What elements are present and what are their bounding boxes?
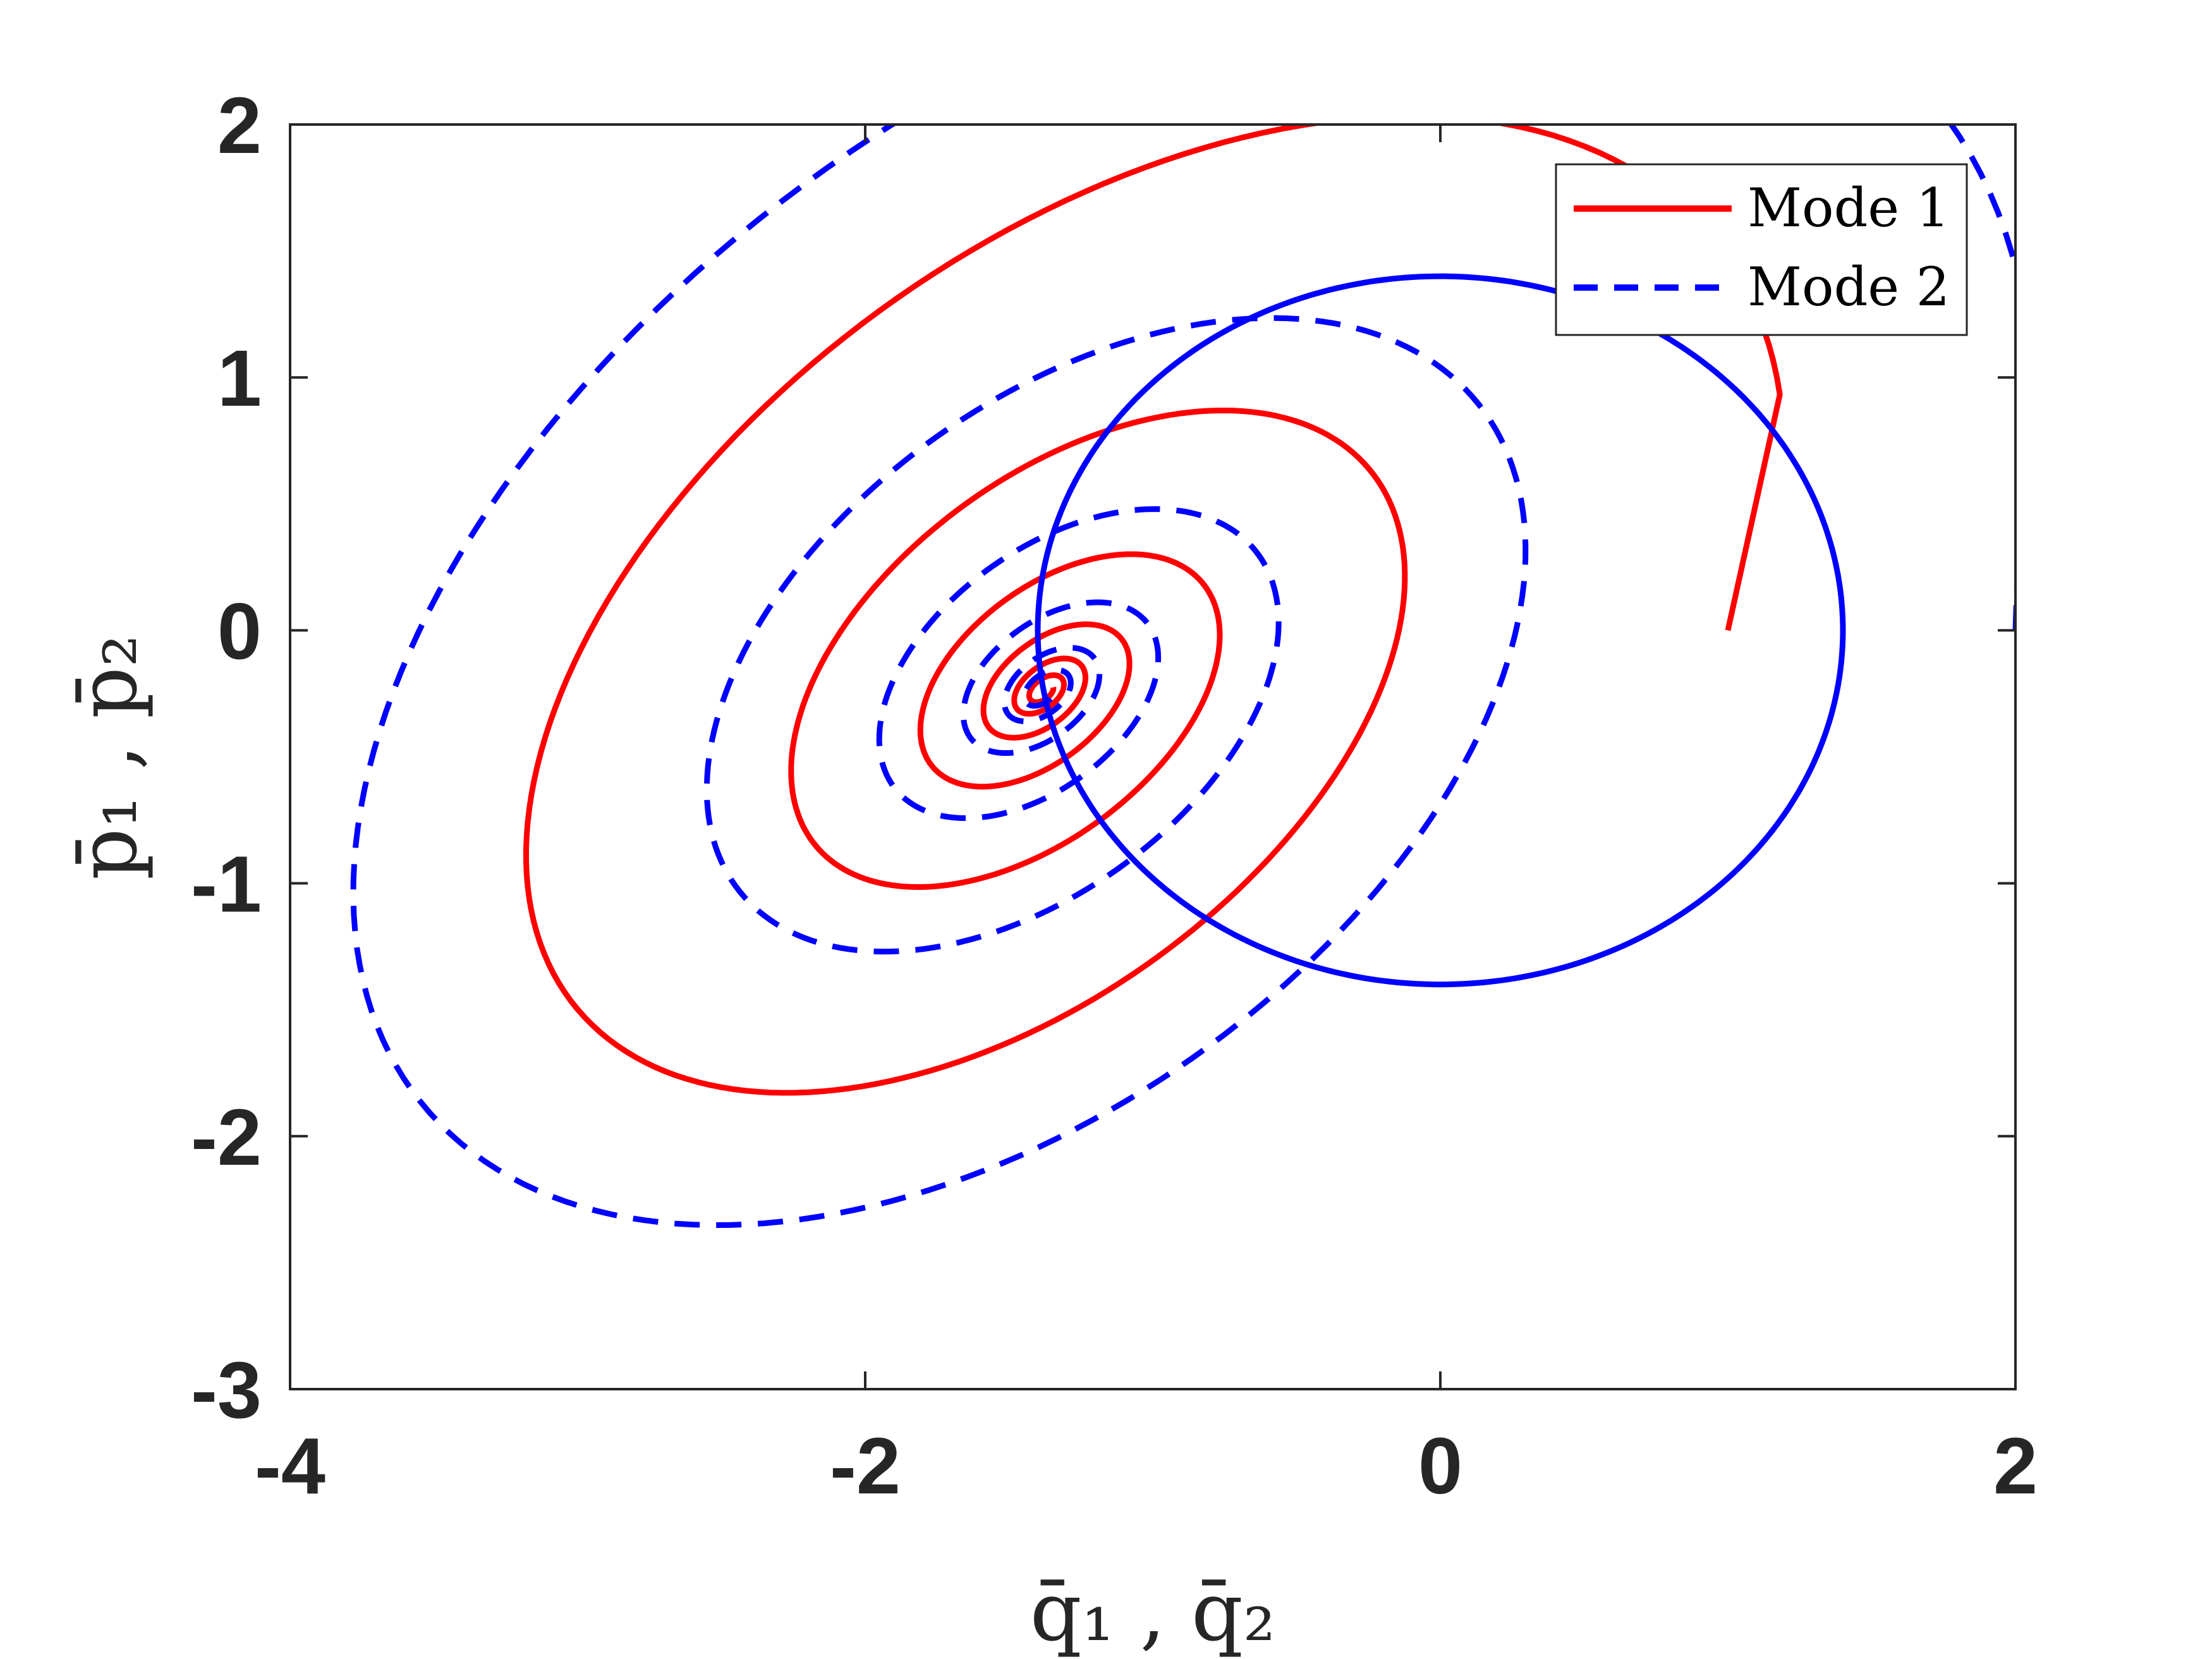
x-tick-label: 0 xyxy=(1418,1421,1462,1510)
y-tick-label: 1 xyxy=(217,334,262,423)
x-tick-label: -4 xyxy=(255,1421,325,1510)
legend: Mode 1 Mode 2 xyxy=(1555,163,1968,336)
x-tick-label: -2 xyxy=(830,1421,901,1510)
y-tick-label: 0 xyxy=(217,586,262,676)
legend-label-mode-1: Mode 1 xyxy=(1747,177,1950,239)
axes-box xyxy=(289,123,2017,1390)
x-axis-title: q̄₁ , q̄₂ xyxy=(1030,1565,1276,1659)
y-tick-label: 2 xyxy=(217,81,262,170)
legend-box xyxy=(1555,163,1968,336)
y-axis-title: p̄₁ , p̄₂ xyxy=(61,635,155,880)
series-mode-1-line xyxy=(523,125,1783,1096)
series-mode-2-line xyxy=(350,125,2015,1229)
legend-label-mode-2: Mode 2 xyxy=(1747,256,1950,318)
ticks-layer: -4 -2 0 2 -3 -2 -1 0 1 2 xyxy=(191,81,2038,1510)
y-tick-label: -1 xyxy=(191,840,262,929)
y-tick-label: -2 xyxy=(191,1093,262,1182)
y-tick-label: -3 xyxy=(191,1346,262,1435)
x-tick-label: 2 xyxy=(1993,1421,2038,1510)
